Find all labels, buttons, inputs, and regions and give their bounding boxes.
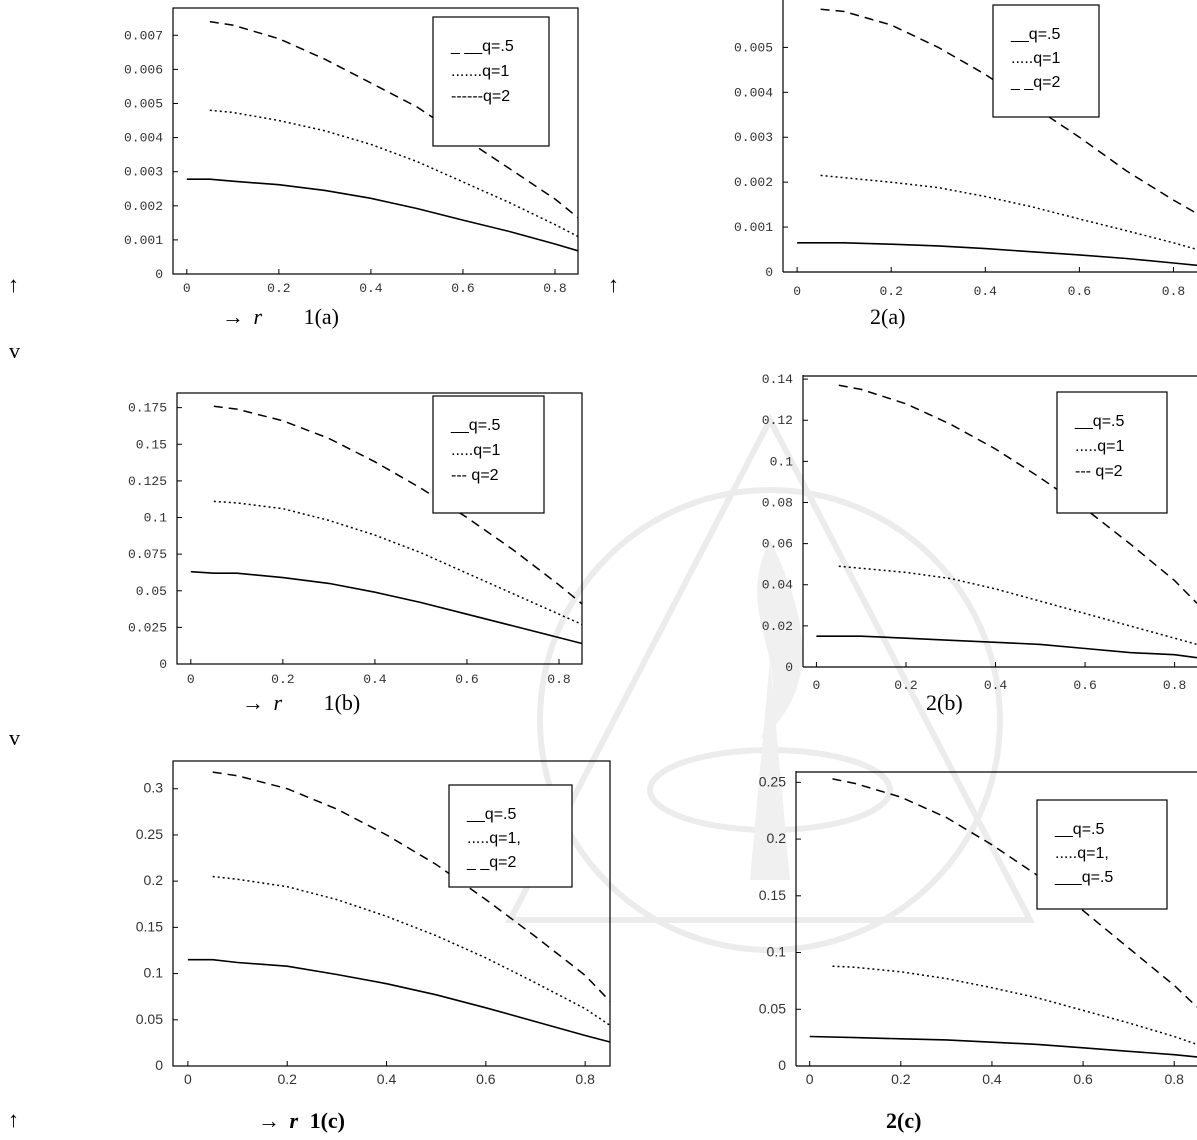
legend-entry: .....q=1, [1055,845,1109,862]
series-line-q-1 [833,966,1197,1044]
caption-label: 1(a) [304,304,339,329]
x-tick-label: 0.2 [891,1071,911,1087]
series-line-q-5 [810,1037,1197,1057]
legend-entry: __q=.5 [1054,821,1104,838]
caption-r: r [290,1108,299,1133]
y-tick-label: 0 [778,1057,786,1073]
y-tick-label: 0.05 [759,1000,786,1016]
caption-1b: → r 1(b) [242,690,360,716]
x-tick-label: 0 [806,1071,814,1087]
caption-1c: → r 1(c) [258,1108,345,1134]
caption-1a: → r 1(a) [222,304,339,330]
caption-label: 1(c) [310,1108,345,1133]
caption-r: r [254,304,263,329]
y-tick-label: 0.25 [759,773,786,789]
x-tick-label: 0.6 [1073,1071,1093,1087]
x-tick-label: 0.8 [1164,1071,1184,1087]
caption-label: 1(b) [324,690,361,715]
x-tick-label: 0.4 [982,1071,1002,1087]
caption-arrow: → [242,690,264,715]
legend-entry: ___q=.5 [1054,869,1113,886]
caption-arrow: → [222,304,244,329]
caption-2c: 2(c) [886,1108,921,1134]
caption-2b: 2(b) [926,690,963,716]
y-tick-label: 0.1 [767,944,787,960]
y-tick-label: 0.2 [767,830,787,846]
caption-2a: 2(a) [870,304,905,330]
y-tick-label: 0.15 [759,887,786,903]
caption-arrow: → [258,1108,280,1133]
caption-r: r [274,690,283,715]
